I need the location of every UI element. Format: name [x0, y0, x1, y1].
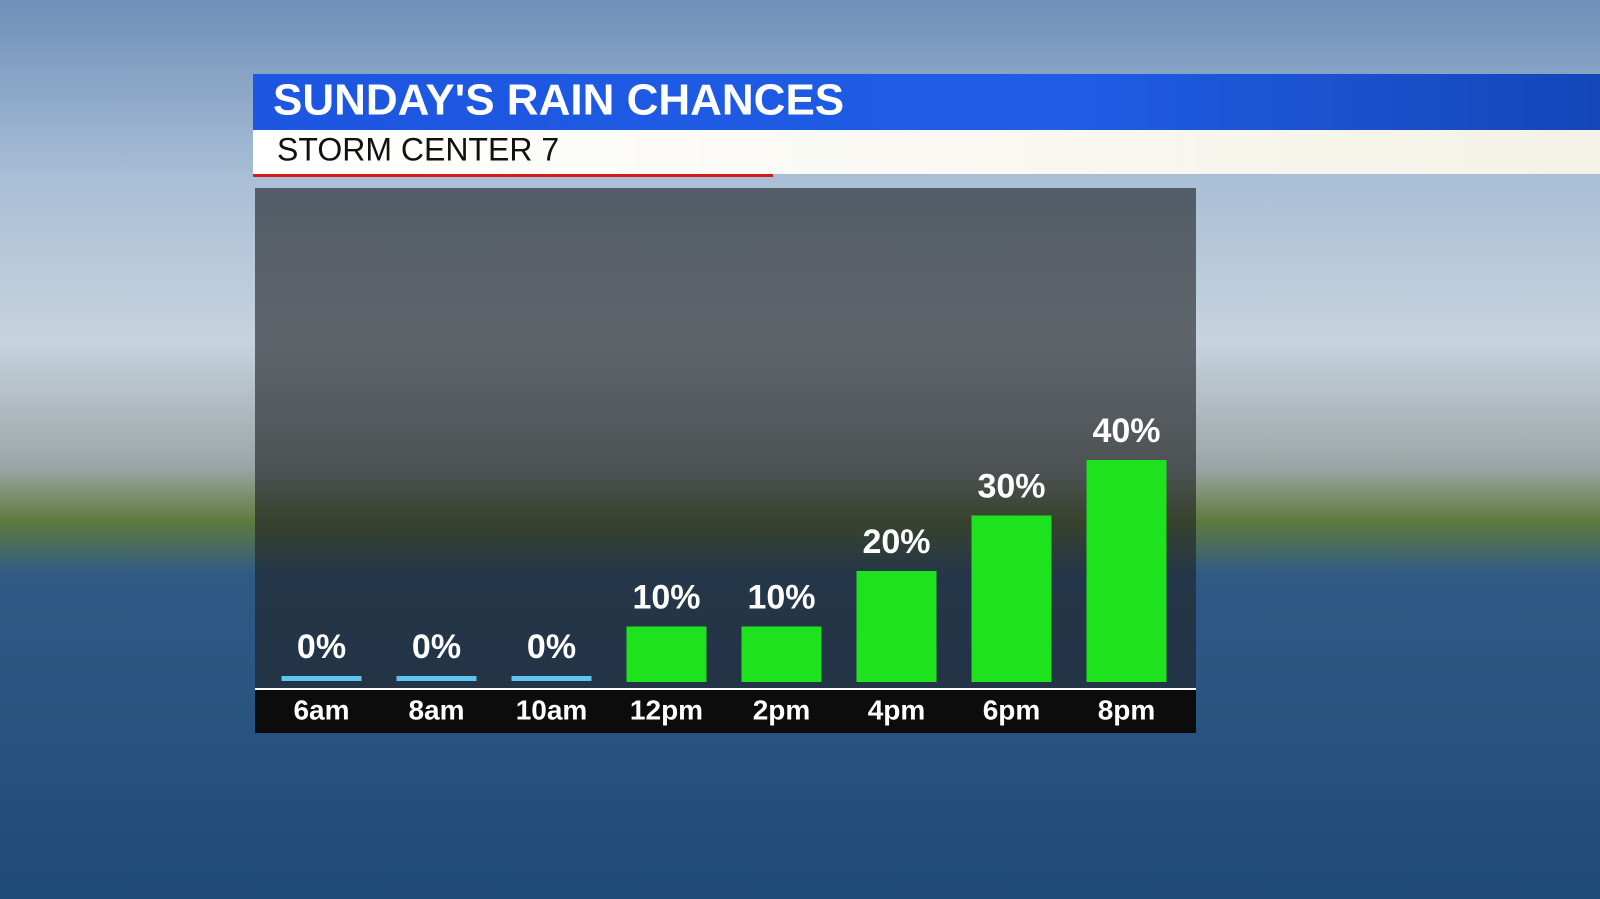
x-tick-label: 10am: [516, 694, 588, 725]
chart-panel: [255, 188, 1196, 733]
category-strip: [255, 690, 1196, 733]
x-tick-label: 6am: [293, 694, 349, 725]
value-label: 20%: [862, 523, 930, 561]
x-tick-label: 8am: [408, 694, 464, 725]
x-tick-label: 2pm: [753, 694, 811, 725]
bar: [1086, 460, 1167, 682]
value-label: 0%: [527, 628, 576, 666]
value-label: 10%: [632, 578, 700, 616]
value-label: 0%: [297, 628, 346, 666]
zero-bar: [396, 676, 477, 681]
red-rule: [253, 174, 773, 177]
x-tick-label: 4pm: [868, 694, 926, 725]
bar: [856, 571, 937, 682]
value-label: 10%: [747, 578, 815, 616]
value-label: 40%: [1092, 412, 1160, 450]
subtitle-bar: [253, 130, 1600, 174]
zero-bar: [281, 676, 362, 681]
chart-subtitle: STORM CENTER 7: [277, 131, 559, 167]
x-tick-label: 8pm: [1098, 694, 1156, 725]
value-label: 0%: [412, 628, 461, 666]
x-tick-label: 6pm: [983, 694, 1041, 725]
chart-title: SUNDAY'S RAIN CHANCES: [273, 76, 844, 125]
zero-bar: [511, 676, 592, 681]
bar: [971, 515, 1052, 682]
x-tick-label: 12pm: [630, 694, 703, 725]
title-bar: [253, 74, 1600, 130]
value-label: 30%: [977, 467, 1045, 505]
bar: [626, 626, 707, 682]
bar: [741, 626, 822, 682]
